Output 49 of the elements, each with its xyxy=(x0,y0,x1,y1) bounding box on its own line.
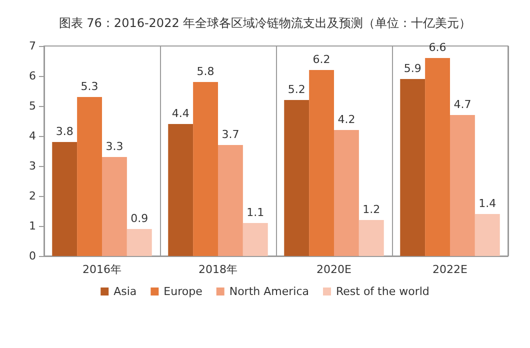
bar xyxy=(309,70,334,256)
x-tick-label: 2022E xyxy=(432,263,468,276)
bar xyxy=(126,229,152,256)
y-tick-label: 6 xyxy=(29,70,36,82)
bar xyxy=(425,58,450,256)
chart-title: 图表 76：2016-2022 年全球各区域冷链物流支出及预测（单位：十亿美元） xyxy=(58,16,472,30)
bar xyxy=(168,124,194,256)
y-tick-label: 7 xyxy=(29,40,36,52)
data-label: 1.1 xyxy=(246,206,264,219)
y-tick-label: 3 xyxy=(29,160,36,172)
data-label: 5.2 xyxy=(288,83,306,96)
y-tick-label: 4 xyxy=(29,130,36,142)
y-tick-label: 1 xyxy=(29,220,36,232)
x-tick-label: 2016年 xyxy=(82,263,122,276)
data-label: 0.9 xyxy=(130,212,148,225)
bar xyxy=(450,115,475,256)
bar xyxy=(400,79,426,256)
y-tick-label: 0 xyxy=(29,250,36,262)
data-label: 4.2 xyxy=(338,113,356,126)
bar xyxy=(77,97,102,256)
x-tick-label: 2020E xyxy=(316,263,352,276)
legend-label: Rest of the world xyxy=(336,285,430,298)
bar xyxy=(358,220,384,256)
data-label: 4.7 xyxy=(454,98,472,111)
y-tick-label: 5 xyxy=(29,100,36,112)
legend-label: Europe xyxy=(164,285,203,298)
data-label: 5.3 xyxy=(80,80,98,93)
data-label: 3.7 xyxy=(222,128,240,141)
bar xyxy=(218,145,243,256)
bar xyxy=(284,100,310,256)
legend-label: North America xyxy=(229,285,309,298)
data-label: 5.8 xyxy=(196,65,214,78)
bar xyxy=(102,157,127,256)
data-label: 4.4 xyxy=(172,107,190,120)
data-label: 3.3 xyxy=(106,140,124,153)
legend-label: Asia xyxy=(114,285,137,298)
data-label: 3.8 xyxy=(56,125,74,138)
y-tick-label: 2 xyxy=(29,190,36,202)
bar xyxy=(52,142,78,256)
data-label: 6.2 xyxy=(312,53,330,66)
bar xyxy=(242,223,268,256)
bar xyxy=(474,214,500,256)
x-tick-label: 2018年 xyxy=(198,263,238,276)
data-label: 5.9 xyxy=(404,62,422,75)
data-label: 1.2 xyxy=(362,203,380,216)
data-label: 1.4 xyxy=(478,197,496,210)
data-label: 6.6 xyxy=(428,41,446,54)
bar xyxy=(334,130,359,256)
bar xyxy=(193,82,218,256)
